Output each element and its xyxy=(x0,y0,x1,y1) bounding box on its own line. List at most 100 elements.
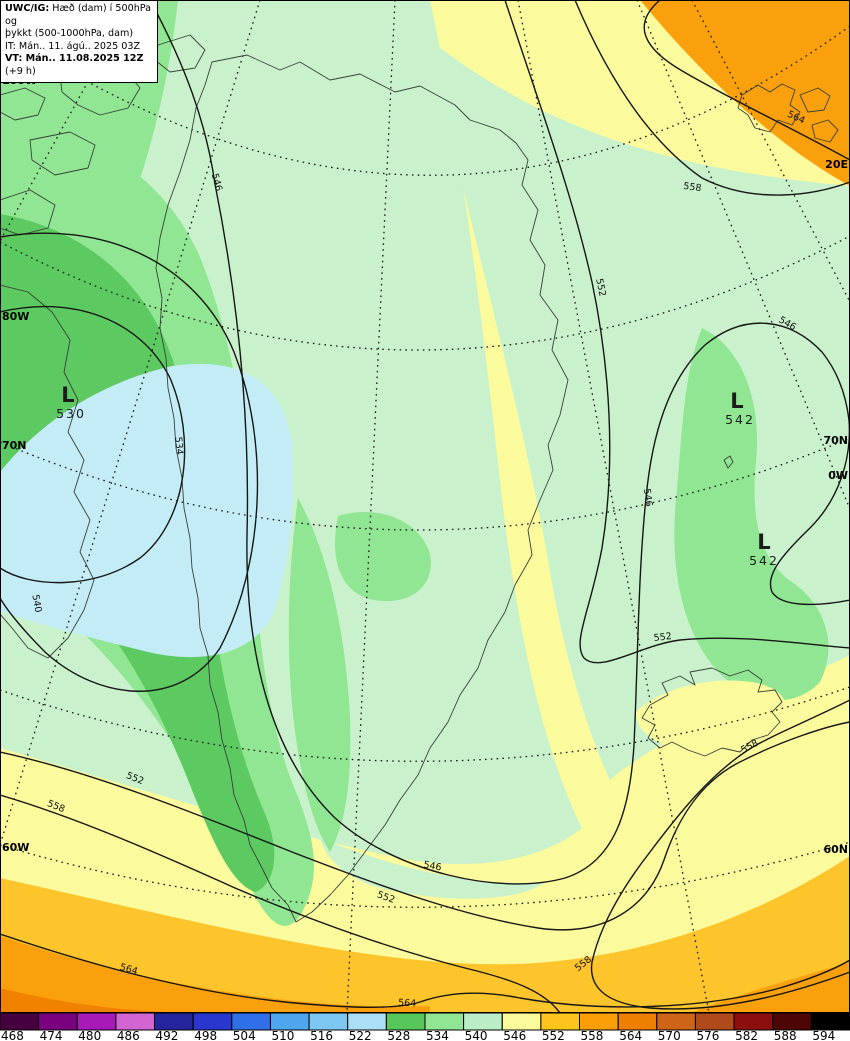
band-yellow-iceland xyxy=(636,680,787,754)
title-box: UWC/IG: Hæð (dam) í 500hPa og þykkt (500… xyxy=(0,0,158,83)
colorbar-swatch xyxy=(231,1012,271,1031)
colorbar-value: 588 xyxy=(774,1029,797,1041)
colorbar-value: 522 xyxy=(349,1029,372,1041)
colorbar-value: 474 xyxy=(40,1029,63,1041)
edge-label-80w: 80W xyxy=(2,310,29,323)
low-symbol: L xyxy=(61,383,74,407)
contour-552-north xyxy=(504,0,850,664)
graticule-lat-70n xyxy=(0,437,850,531)
colorbar-swatch xyxy=(38,1012,78,1031)
pressure-center-low-542-north: L 542 xyxy=(725,389,753,427)
colorbar-value: 540 xyxy=(465,1029,488,1041)
contour-label: 546 xyxy=(209,172,224,192)
product-id: UWC/IG: xyxy=(5,3,50,14)
colorbar-value: 564 xyxy=(619,1029,642,1041)
colorbar-value: 498 xyxy=(194,1029,217,1041)
graticule-lon-10w xyxy=(517,0,710,1013)
colorbar-swatch xyxy=(308,1012,349,1031)
contour-546 xyxy=(149,0,850,885)
band-orange-bottom-left xyxy=(0,936,430,1013)
contour-label: 540 xyxy=(29,594,43,614)
colorbar-swatch xyxy=(347,1012,387,1031)
colorbar-swatch xyxy=(540,1012,581,1031)
contour-558-southeast xyxy=(590,699,850,1010)
coastline-canadian-islands xyxy=(0,34,206,236)
low-symbol: L xyxy=(730,389,743,413)
contour-552-south xyxy=(0,721,850,931)
contour-564-south xyxy=(0,933,850,1008)
title-line-3-init-time: IT: Mán.. 11. ágú.. 2025 03Z xyxy=(5,40,141,52)
colorbar-swatch xyxy=(76,1012,117,1031)
contour-label: 552 xyxy=(593,277,608,297)
graticule-lat-75n xyxy=(0,235,850,351)
contour-558-southwest xyxy=(0,794,561,1013)
colorbar-value: 516 xyxy=(310,1029,333,1041)
band-blue-low530 xyxy=(0,363,294,658)
contour-label: 558 xyxy=(683,181,702,194)
colorbar-swatch xyxy=(192,1012,233,1031)
edge-label-70n-right: 70N xyxy=(823,434,848,447)
edge-label-0w: 0W xyxy=(828,469,848,482)
colorbar-value: 504 xyxy=(233,1029,256,1041)
edge-label-60n: 60N xyxy=(823,843,848,856)
graticule-lat-80n xyxy=(0,25,850,176)
colorbar-swatch xyxy=(772,1012,812,1031)
colorbar-value: 480 xyxy=(78,1029,101,1041)
colorbar-swatch xyxy=(656,1012,696,1031)
colorbar-value: 546 xyxy=(503,1029,526,1041)
edge-label-20e: 20E xyxy=(825,158,848,171)
colorbar-value: 528 xyxy=(387,1029,410,1041)
pressure-center-low-542-south: L 542 xyxy=(749,530,779,568)
colorbar-value: 486 xyxy=(117,1029,140,1041)
graticule-lat-65n xyxy=(0,686,850,762)
colorbar-swatch xyxy=(463,1012,503,1031)
contour-534 xyxy=(0,305,186,584)
colorbar-value: 570 xyxy=(658,1029,681,1041)
low-symbol: L xyxy=(757,530,770,554)
valid-time: VT: Mán.. 11.08.2025 12Z xyxy=(5,53,144,65)
colorbar-value: 552 xyxy=(542,1029,565,1041)
coastline-svalbard xyxy=(737,83,839,143)
title-line-2: þykkt (500-1000hPa, dam) xyxy=(5,28,134,40)
colorbar-swatch xyxy=(424,1012,465,1031)
contour-label: 564 xyxy=(398,998,417,1010)
forecast-step: (+9 h) xyxy=(5,65,36,77)
band-deep-orange-corner xyxy=(0,988,210,1013)
title-line-4: VT: Mán.. 11.08.2025 12Z (+9 h) xyxy=(5,53,154,78)
contour-label: 564 xyxy=(118,962,138,978)
colorbar-swatch xyxy=(579,1012,619,1031)
colorbar-value: 510 xyxy=(272,1029,295,1041)
colorbar-swatch xyxy=(154,1012,194,1031)
edge-label-70n-left: 70N xyxy=(2,439,27,452)
contour-label: 546 xyxy=(641,488,654,507)
colorbar-value: 594 xyxy=(812,1029,835,1041)
map-area: 546 534 540 546 546 552 558 552 558 564 … xyxy=(0,0,850,1013)
low-value: 542 xyxy=(749,553,779,568)
band-amber-bottom xyxy=(0,856,850,1013)
colorbar-value: 576 xyxy=(697,1029,720,1041)
colorbar-value: 468 xyxy=(1,1029,24,1041)
coastline-greenland xyxy=(155,54,569,923)
colorbar-value: 558 xyxy=(581,1029,604,1041)
band-green-low542-blob xyxy=(674,328,829,701)
colorbar-swatch xyxy=(0,1012,40,1031)
contour-564-topright xyxy=(643,0,850,161)
coastline-jan-mayen xyxy=(723,455,734,469)
colorbar-value: 492 xyxy=(156,1029,179,1041)
graticule-lon-40w xyxy=(346,0,396,1013)
title-line-1: UWC/IG: Hæð (dam) í 500hPa og xyxy=(5,3,154,28)
colorbar-swatch xyxy=(115,1012,155,1031)
colorbar-value: 582 xyxy=(735,1029,758,1041)
coastline-iceland xyxy=(641,667,783,757)
colorbar-swatch xyxy=(810,1012,850,1031)
colorbar: 468 474 480 486 492 498 504 510 516 522 … xyxy=(0,1012,850,1041)
contour-label: 546 xyxy=(423,860,443,874)
contour-540 xyxy=(0,232,259,692)
colorbar-swatch xyxy=(617,1012,658,1031)
edge-label-60w: 60W xyxy=(2,841,29,854)
colorbar-swatch xyxy=(501,1012,542,1031)
band-orange-bottom-right xyxy=(690,962,850,1013)
band-green-island-in-blue xyxy=(335,512,431,602)
colorbar-value: 534 xyxy=(426,1029,449,1041)
